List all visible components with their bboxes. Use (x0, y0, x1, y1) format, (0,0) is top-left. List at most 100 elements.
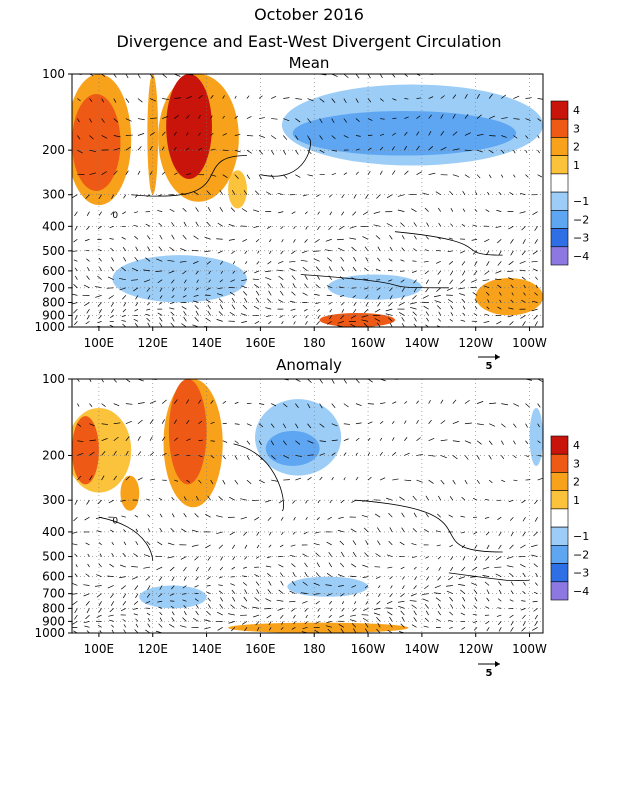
wind-vector (143, 566, 151, 569)
wind-vector (125, 170, 129, 175)
y-tick-label: 100 (42, 372, 65, 386)
wind-vector (386, 554, 393, 557)
wind-vector (234, 632, 235, 633)
wind-vector (316, 516, 320, 521)
wind-vector (535, 284, 538, 288)
wind-vector (253, 209, 260, 212)
wind-vector (362, 236, 369, 240)
wind-vector (391, 170, 396, 175)
wind-vector (477, 74, 478, 75)
wind-vector (537, 98, 543, 100)
wind-vector (183, 311, 187, 316)
wind-vector (169, 566, 175, 572)
wind-vector (462, 596, 466, 602)
contour-line (354, 499, 503, 553)
wind-vector (161, 171, 166, 175)
wind-vector (411, 208, 417, 212)
wind-vector (113, 422, 121, 425)
wind-vector (482, 575, 490, 577)
wind-vector (89, 172, 97, 176)
wind-vector (174, 479, 179, 482)
wind-vector (537, 423, 540, 428)
wind-vector (452, 113, 456, 119)
wind-vector (210, 115, 213, 119)
colorbar-box (550, 210, 569, 229)
wind-vector (125, 379, 131, 383)
wind-vector (440, 455, 447, 459)
wind-vector (173, 419, 177, 424)
wind-vector (436, 618, 441, 622)
wind-vector (428, 114, 432, 119)
colorbar-box (550, 545, 569, 564)
wind-vector (179, 260, 187, 263)
wind-vector (99, 553, 102, 557)
wind-vector (295, 118, 301, 123)
wind-vector (416, 454, 424, 456)
wind-vector (319, 453, 325, 456)
wind-vector (137, 118, 145, 121)
wind-vector (180, 556, 187, 560)
wind-vector (319, 440, 327, 442)
wind-vector (266, 191, 272, 196)
wind-vector (77, 98, 81, 102)
wind-vector (450, 556, 454, 561)
wind-vector (244, 556, 248, 560)
wind-vector (460, 515, 466, 518)
wind-vector (113, 147, 121, 151)
wind-vector (210, 174, 217, 177)
wind-vector (222, 95, 225, 99)
wind-vector (282, 423, 287, 429)
wind-vector (86, 608, 90, 614)
wind-vector (230, 207, 236, 212)
wind-vector (159, 611, 163, 616)
wind-vector (241, 575, 248, 577)
wind-vector (328, 601, 332, 605)
wind-vector (205, 317, 211, 322)
figure-title: October 2016 (254, 5, 364, 24)
colorbar-label: 3 (573, 457, 580, 470)
wind-vector (245, 261, 248, 265)
wind-vector (462, 190, 466, 195)
wind-vector (477, 423, 484, 426)
divergence-region (287, 576, 369, 597)
wind-vector (218, 590, 223, 594)
wind-vector (270, 174, 275, 180)
wind-vector (145, 629, 151, 633)
wind-vector (89, 451, 95, 456)
wind-vector (377, 302, 381, 307)
wind-vector (373, 612, 381, 616)
wind-vector (231, 304, 236, 310)
wind-vector (171, 316, 175, 322)
wind-vector (437, 305, 441, 310)
wind-vector (205, 544, 211, 549)
wind-vector (513, 455, 517, 459)
wind-vector (319, 135, 323, 140)
wind-vector (317, 315, 320, 319)
wind-vector (228, 613, 235, 616)
zero-contour-label: 0 (112, 211, 118, 221)
wind-vector (125, 146, 131, 151)
wind-vector (157, 312, 163, 316)
wind-vector (413, 222, 417, 227)
wind-vector (329, 308, 333, 313)
wind-vector (376, 628, 381, 633)
wind-vector (401, 287, 405, 292)
wind-vector (234, 134, 241, 136)
wind-vector (173, 399, 178, 404)
wind-vector (438, 495, 442, 501)
wind-vector (392, 420, 395, 424)
wind-vector (293, 321, 296, 325)
wind-vector (461, 496, 466, 501)
wind-vector (183, 605, 187, 609)
wind-vector (198, 455, 203, 458)
wind-vector (229, 531, 236, 536)
wind-vector (304, 211, 308, 215)
wind-vector (244, 589, 248, 594)
wind-vector (158, 246, 163, 252)
x-tick-label: 100W (512, 336, 547, 350)
wind-vector (521, 627, 526, 632)
wind-vector (75, 564, 78, 568)
wind-vector (125, 98, 130, 103)
wind-vector (476, 401, 484, 404)
wind-vector (86, 308, 90, 314)
